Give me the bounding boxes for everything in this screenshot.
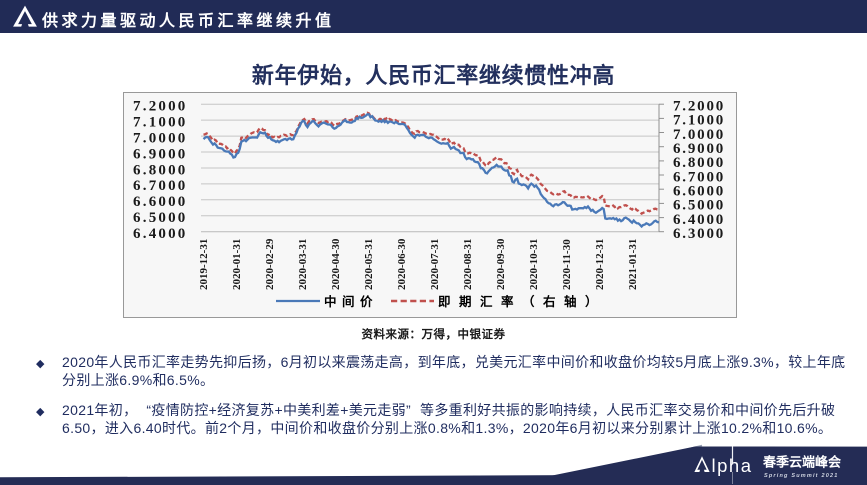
svg-text:2020-09-30: 2020-09-30	[495, 238, 507, 290]
svg-text:7.1000: 7.1000	[673, 113, 725, 129]
svg-text:2020-11-30: 2020-11-30	[561, 239, 573, 290]
svg-text:6.5000: 6.5000	[673, 198, 725, 214]
svg-text:lpha: lpha	[712, 455, 753, 476]
svg-text:6.4000: 6.4000	[673, 212, 725, 228]
svg-text:2020-06-30: 2020-06-30	[396, 238, 408, 290]
svg-text:2020-07-31: 2020-07-31	[429, 239, 441, 290]
svg-text:7.1000: 7.1000	[133, 114, 187, 130]
svg-text:2019-12-31: 2019-12-31	[198, 239, 210, 290]
svg-text:6.7000: 6.7000	[673, 169, 725, 185]
svg-text:7.2000: 7.2000	[673, 99, 725, 115]
svg-text:6.6000: 6.6000	[673, 184, 725, 200]
svg-text:2020-12-31: 2020-12-31	[594, 239, 606, 290]
svg-text:Spring Summit 2021: Spring Summit 2021	[764, 473, 838, 479]
svg-text:6.4000: 6.4000	[133, 226, 187, 242]
svg-text:7.0000: 7.0000	[673, 127, 725, 143]
svg-text:中间价: 中间价	[324, 294, 378, 309]
svg-text:2021-01-31: 2021-01-31	[627, 239, 639, 290]
svg-text:6.7000: 6.7000	[133, 178, 187, 194]
svg-text:2020-10-31: 2020-10-31	[528, 239, 540, 290]
svg-text:即期汇率（右轴）: 即期汇率（右轴）	[438, 294, 606, 309]
svg-text:2020-08-31: 2020-08-31	[462, 239, 474, 290]
svg-text:7.2000: 7.2000	[133, 99, 187, 115]
svg-text:6.3000: 6.3000	[673, 226, 725, 242]
svg-text:2020-03-31: 2020-03-31	[297, 239, 309, 290]
svg-text:6.6000: 6.6000	[133, 194, 187, 210]
svg-text:春季云端峰会: 春季云端峰会	[762, 455, 842, 470]
svg-text:2020-02-29: 2020-02-29	[264, 238, 276, 290]
svg-text:6.8000: 6.8000	[133, 162, 187, 178]
svg-text:6.8000: 6.8000	[673, 155, 725, 171]
svg-text:6.9000: 6.9000	[133, 146, 187, 162]
svg-text:7.0000: 7.0000	[133, 130, 187, 146]
svg-text:6.5000: 6.5000	[133, 210, 187, 226]
svg-text:2020-05-31: 2020-05-31	[363, 239, 375, 290]
svg-text:6.9000: 6.9000	[673, 141, 725, 157]
svg-text:2020-01-31: 2020-01-31	[231, 239, 243, 290]
svg-text:2020-04-30: 2020-04-30	[330, 238, 342, 290]
